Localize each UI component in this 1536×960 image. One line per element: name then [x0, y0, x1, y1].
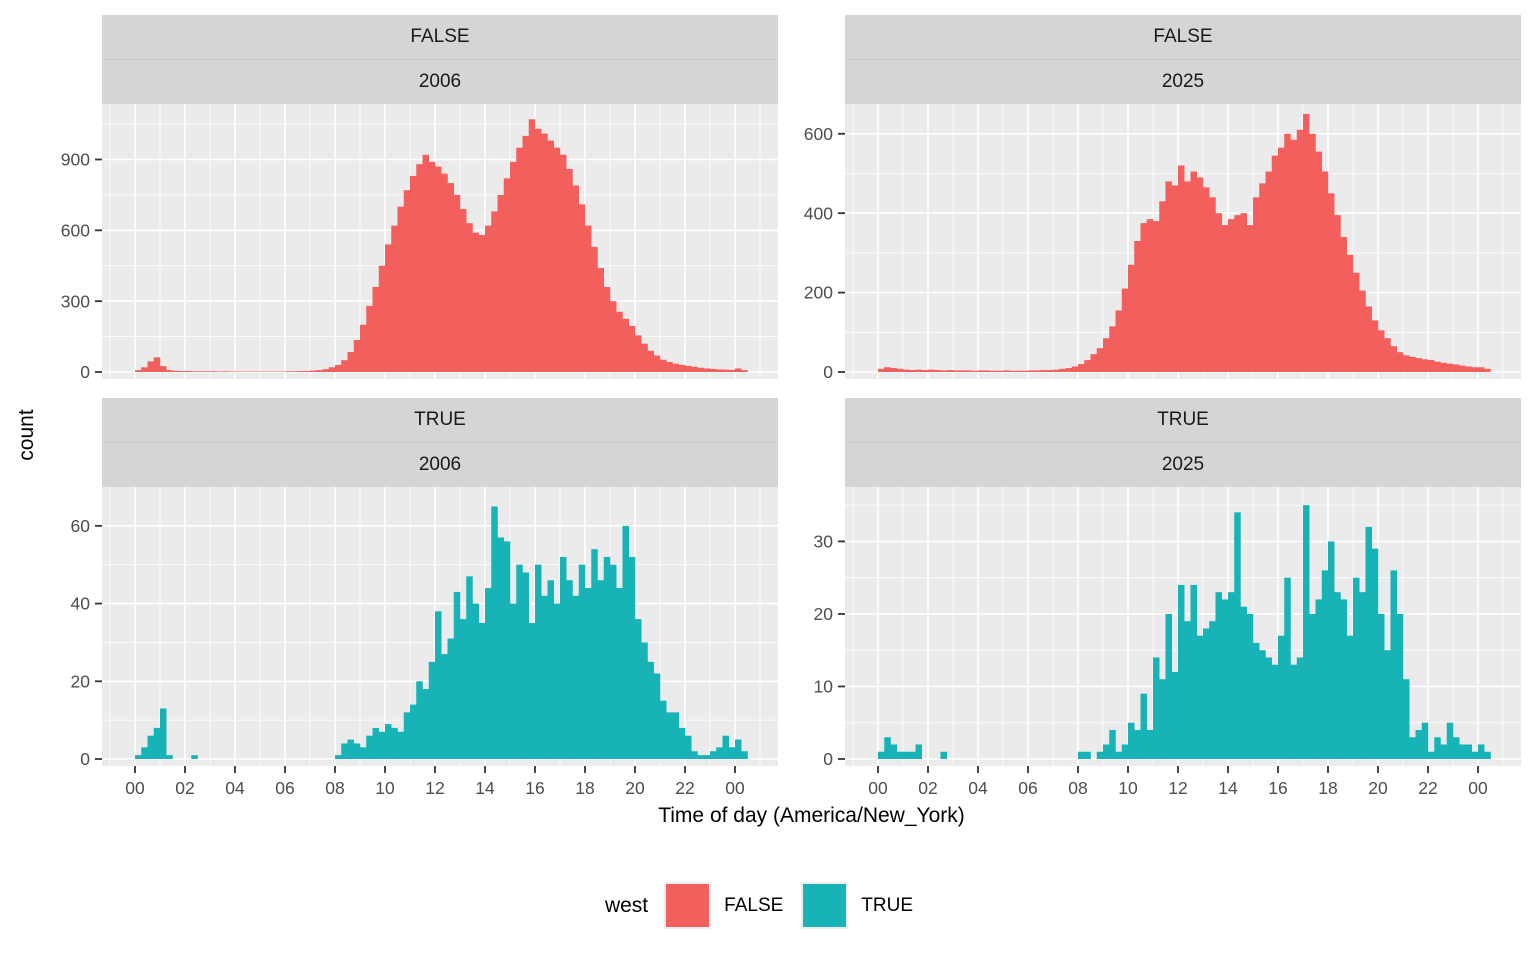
facet-panel-true-2025: TRUE 2025 0 10 20 30 00 02 04 06 08 10 12 14 16 18 20 2… — [783, 398, 1521, 811]
svg-text:0: 0 — [80, 749, 90, 769]
svg-text:00: 00 — [1468, 778, 1488, 798]
legend-label-false: FALSE — [724, 894, 784, 916]
histogram-plot-false-2025: 0 200 400 600 — [804, 104, 1521, 380]
svg-text:600: 600 — [61, 220, 90, 240]
svg-text:400: 400 — [804, 203, 833, 223]
svg-text:0: 0 — [823, 362, 833, 380]
svg-text:00: 00 — [725, 778, 745, 798]
svg-text:04: 04 — [968, 778, 988, 798]
facet-strip-year-label: 2025 — [1161, 71, 1205, 92]
svg-text:00: 00 — [125, 778, 145, 798]
facet-panel-false-2006: FALSE 2006 0 300 600 900 — [40, 15, 778, 380]
svg-text:12: 12 — [1168, 778, 1187, 798]
histogram-plot-true-2025: 0 10 20 30 00 02 04 06 08 10 12 14 16 18 20 22 00 — [814, 487, 1521, 798]
facet-strip-west: FALSE — [845, 15, 1521, 60]
facet-strip-year: 2025 — [845, 60, 1521, 104]
facet-strip-year-label: 2006 — [418, 454, 462, 475]
svg-text:06: 06 — [1018, 778, 1037, 798]
facet-strip-year: 2006 — [102, 443, 778, 487]
true-color-swatch — [803, 884, 847, 927]
svg-text:20: 20 — [814, 604, 834, 624]
facet-strip-year-label: 2025 — [1161, 454, 1205, 475]
svg-text:20: 20 — [625, 778, 645, 798]
legend-item-true: TRUE — [801, 882, 913, 929]
svg-text:16: 16 — [525, 778, 544, 798]
svg-text:200: 200 — [804, 283, 833, 303]
svg-text:20: 20 — [1368, 778, 1388, 798]
false-color-swatch — [666, 884, 710, 927]
svg-text:300: 300 — [61, 291, 90, 311]
svg-text:10: 10 — [814, 677, 834, 697]
svg-text:12: 12 — [425, 778, 444, 798]
svg-text:0: 0 — [80, 362, 90, 380]
svg-text:06: 06 — [275, 778, 294, 798]
svg-text:00: 00 — [868, 778, 888, 798]
svg-text:08: 08 — [1068, 778, 1087, 798]
legend-label-true: TRUE — [861, 894, 914, 916]
facet-strip-year: 2006 — [102, 60, 778, 104]
svg-text:40: 40 — [71, 594, 91, 614]
svg-text:04: 04 — [225, 778, 245, 798]
svg-text:08: 08 — [325, 778, 344, 798]
svg-text:10: 10 — [1118, 778, 1138, 798]
histogram-plot-true-2006: 0 20 40 60 00 02 04 06 08 10 12 14 16 18 20 22 00 — [71, 487, 778, 798]
svg-text:30: 30 — [814, 532, 834, 552]
facet-panel-true-2006: TRUE 2006 0 20 40 60 00 02 04 06 08 10 12 14 16 18 20 2… — [40, 398, 778, 811]
svg-text:14: 14 — [475, 778, 495, 798]
facet-strip-west-label: FALSE — [1153, 26, 1213, 47]
svg-text:18: 18 — [575, 778, 594, 798]
svg-text:02: 02 — [918, 778, 937, 798]
svg-text:600: 600 — [804, 124, 833, 144]
svg-text:14: 14 — [1218, 778, 1238, 798]
facet-strip-west-label: TRUE — [414, 409, 466, 430]
legend-item-false: FALSE — [664, 882, 783, 929]
facet-strip-west: FALSE — [102, 15, 778, 60]
facet-strip-year-label: 2006 — [418, 71, 462, 92]
facet-strip-west: TRUE — [102, 398, 778, 443]
facet-strip-west: TRUE — [845, 398, 1521, 443]
svg-text:22: 22 — [675, 778, 694, 798]
facet-strip-west-label: FALSE — [410, 26, 470, 47]
svg-text:02: 02 — [175, 778, 194, 798]
svg-text:900: 900 — [61, 150, 90, 170]
histogram-plot-false-2006: 0 300 600 900 — [61, 104, 778, 380]
svg-text:20: 20 — [71, 671, 91, 691]
facet-strip-year: 2025 — [845, 443, 1521, 487]
facet-panel-false-2025: FALSE 2025 0 200 400 600 — [783, 15, 1521, 380]
svg-text:16: 16 — [1268, 778, 1287, 798]
svg-text:18: 18 — [1318, 778, 1337, 798]
svg-text:60: 60 — [71, 516, 91, 536]
legend-key-false — [664, 882, 712, 929]
legend-key-true — [801, 882, 849, 929]
x-axis-title: Time of day (America/New_York) — [658, 804, 965, 827]
legend: west FALSE TRUE — [0, 882, 1536, 929]
svg-text:10: 10 — [375, 778, 395, 798]
y-axis-title: count — [15, 409, 38, 461]
legend-title: west — [604, 893, 649, 917]
facet-strip-west-label: TRUE — [1157, 409, 1209, 430]
svg-text:0: 0 — [823, 749, 833, 769]
svg-text:22: 22 — [1418, 778, 1437, 798]
